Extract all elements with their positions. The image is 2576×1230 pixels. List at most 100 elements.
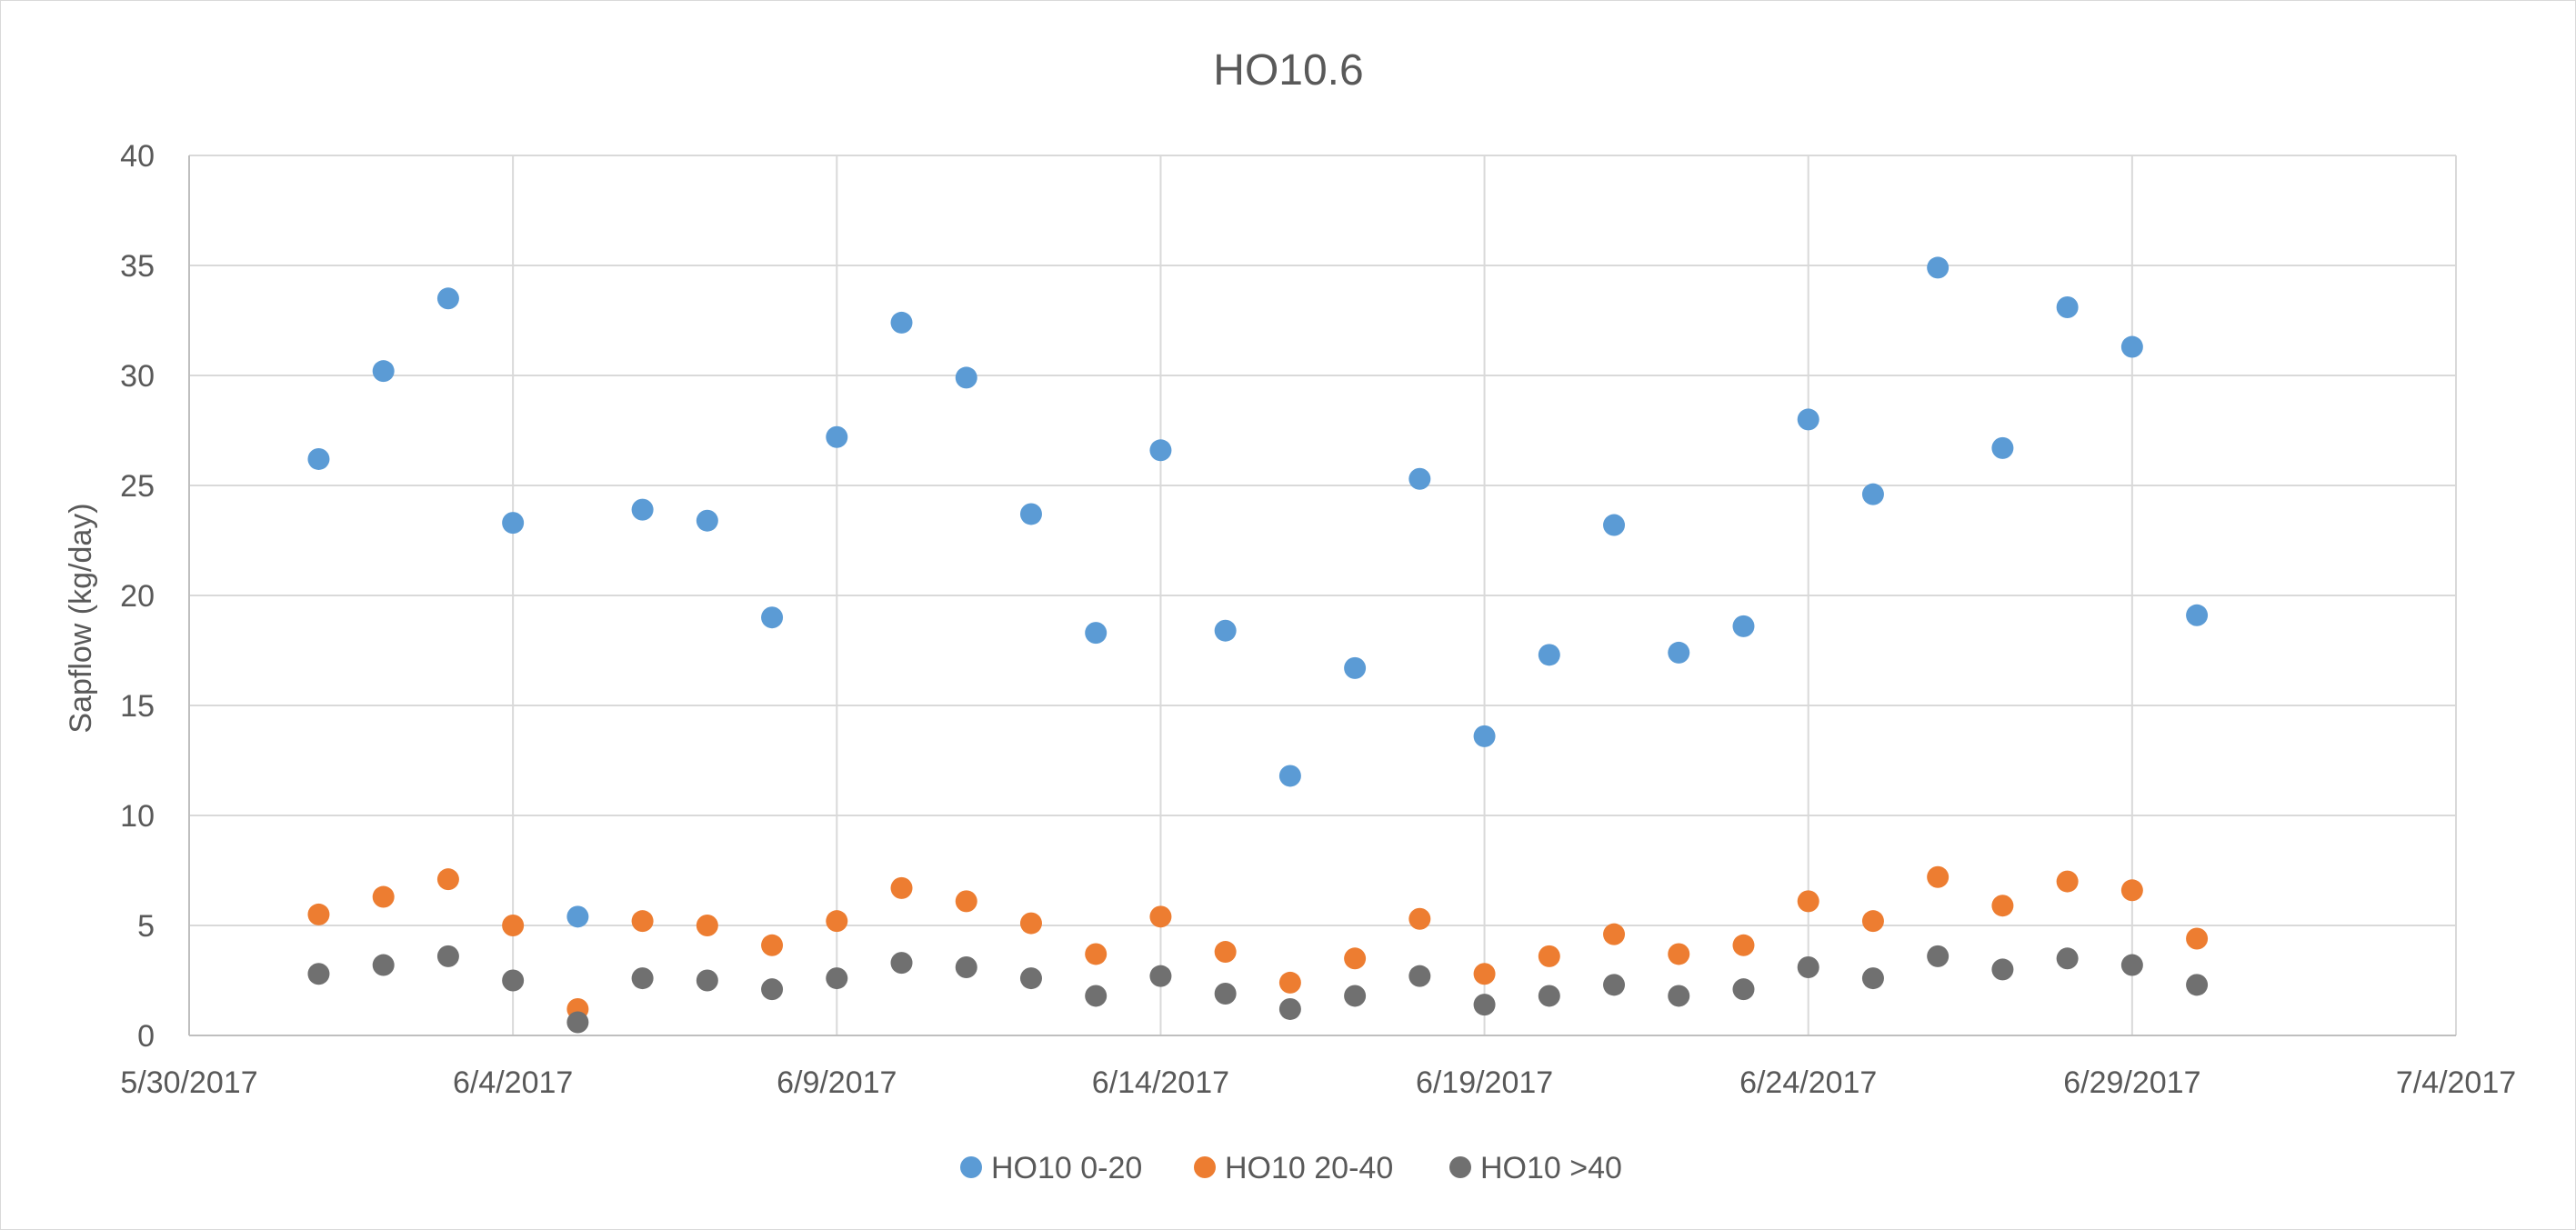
data-point[interactable] xyxy=(502,969,525,992)
data-point[interactable] xyxy=(631,910,654,933)
data-point[interactable] xyxy=(1214,619,1237,642)
data-point[interactable] xyxy=(566,1011,589,1034)
data-point[interactable] xyxy=(955,366,977,389)
data-point[interactable] xyxy=(826,425,848,448)
data-point[interactable] xyxy=(372,954,395,976)
data-point[interactable] xyxy=(1149,965,1172,987)
data-point[interactable] xyxy=(1085,622,1108,645)
data-point[interactable] xyxy=(1603,923,1626,945)
data-point[interactable] xyxy=(1019,967,1042,990)
data-point[interactable] xyxy=(1732,978,1755,1001)
data-point[interactable] xyxy=(1344,985,1367,1007)
data-point[interactable] xyxy=(2186,974,2209,996)
data-point[interactable] xyxy=(696,915,718,936)
data-point[interactable] xyxy=(2056,295,2079,318)
data-point[interactable] xyxy=(1538,985,1560,1007)
data-point[interactable] xyxy=(1278,971,1301,994)
data-point[interactable] xyxy=(372,885,395,908)
data-point[interactable] xyxy=(890,311,913,334)
data-point[interactable] xyxy=(502,915,525,936)
data-point[interactable] xyxy=(1019,503,1042,525)
data-point[interactable] xyxy=(1408,965,1431,987)
data-point[interactable] xyxy=(631,967,654,990)
data-point[interactable] xyxy=(436,945,459,967)
data-point[interactable] xyxy=(1927,256,1950,279)
data-point[interactable] xyxy=(2120,954,2143,976)
data-point[interactable] xyxy=(1797,890,1819,913)
gridlines xyxy=(189,155,2457,1035)
data-point[interactable] xyxy=(1473,963,1496,985)
data-point[interactable] xyxy=(1538,945,1560,967)
data-point[interactable] xyxy=(2186,927,2209,950)
y-tick-label: 35 xyxy=(120,249,155,284)
data-point[interactable] xyxy=(1861,967,1884,990)
data-point[interactable] xyxy=(2056,947,2079,970)
data-point[interactable] xyxy=(1085,985,1108,1007)
data-point[interactable] xyxy=(1538,644,1560,666)
data-point[interactable] xyxy=(890,952,913,975)
data-point[interactable] xyxy=(1149,439,1172,462)
data-point[interactable] xyxy=(1473,725,1496,747)
data-point[interactable] xyxy=(2120,335,2143,358)
data-point[interactable] xyxy=(1344,656,1367,679)
data-point[interactable] xyxy=(955,890,977,913)
data-point[interactable] xyxy=(1603,514,1626,536)
data-point[interactable] xyxy=(1408,907,1431,930)
data-point[interactable] xyxy=(631,498,654,521)
data-point[interactable] xyxy=(436,287,459,310)
data-point[interactable] xyxy=(1991,895,2014,917)
data-point[interactable] xyxy=(502,512,525,535)
data-point[interactable] xyxy=(1732,615,1755,637)
data-point[interactable] xyxy=(566,905,589,928)
data-point[interactable] xyxy=(1278,997,1301,1020)
data-point[interactable] xyxy=(1149,905,1172,928)
data-point[interactable] xyxy=(826,910,848,933)
data-point[interactable] xyxy=(1473,994,1496,1016)
data-point[interactable] xyxy=(1278,765,1301,787)
data-point[interactable] xyxy=(1214,983,1237,1005)
data-point[interactable] xyxy=(1344,947,1367,970)
legend[interactable]: HO10 0-20 HO10 20-40 HO10 >40 xyxy=(960,1151,1622,1185)
data-point[interactable] xyxy=(890,876,913,899)
data-point[interactable] xyxy=(761,978,784,1001)
data-point[interactable] xyxy=(826,967,848,990)
data-point[interactable] xyxy=(1668,943,1690,965)
data-point[interactable] xyxy=(1668,641,1690,664)
data-point[interactable] xyxy=(372,360,395,383)
y-tick-label: 25 xyxy=(120,469,155,504)
data-point[interactable] xyxy=(307,963,330,985)
data-point[interactable] xyxy=(2120,879,2143,902)
legend-item-0[interactable]: HO10 0-20 xyxy=(960,1151,1142,1185)
data-point[interactable] xyxy=(696,969,718,992)
data-point[interactable] xyxy=(436,868,459,891)
data-point[interactable] xyxy=(1927,865,1950,888)
data-point[interactable] xyxy=(307,903,330,925)
data-points xyxy=(307,256,2209,1034)
data-point[interactable] xyxy=(1019,912,1042,935)
data-point[interactable] xyxy=(761,606,784,629)
data-point[interactable] xyxy=(1085,943,1108,965)
data-point[interactable] xyxy=(1214,941,1237,964)
data-point[interactable] xyxy=(1927,945,1950,967)
data-point[interactable] xyxy=(955,955,977,978)
data-point[interactable] xyxy=(1861,910,1884,933)
data-point[interactable] xyxy=(2056,870,2079,893)
legend-item-2[interactable]: HO10 >40 xyxy=(1449,1151,1622,1185)
data-point[interactable] xyxy=(761,934,784,956)
data-point[interactable] xyxy=(1991,958,2014,981)
data-point[interactable] xyxy=(1732,934,1755,956)
data-point[interactable] xyxy=(1797,408,1819,431)
data-point[interactable] xyxy=(696,509,718,532)
data-point[interactable] xyxy=(1861,483,1884,505)
legend-label: HO10 20-40 xyxy=(1225,1151,1393,1185)
data-point[interactable] xyxy=(1797,955,1819,978)
data-point[interactable] xyxy=(1408,467,1431,490)
data-point[interactable] xyxy=(1603,974,1626,996)
data-point[interactable] xyxy=(2186,604,2209,626)
data-point[interactable] xyxy=(1668,985,1690,1007)
legend-item-1[interactable]: HO10 20-40 xyxy=(1194,1151,1393,1185)
x-tick-label: 6/24/2017 xyxy=(1739,1065,1877,1100)
chart-title: HO10.6 xyxy=(1213,46,1363,95)
data-point[interactable] xyxy=(307,447,330,470)
data-point[interactable] xyxy=(1991,436,2014,459)
